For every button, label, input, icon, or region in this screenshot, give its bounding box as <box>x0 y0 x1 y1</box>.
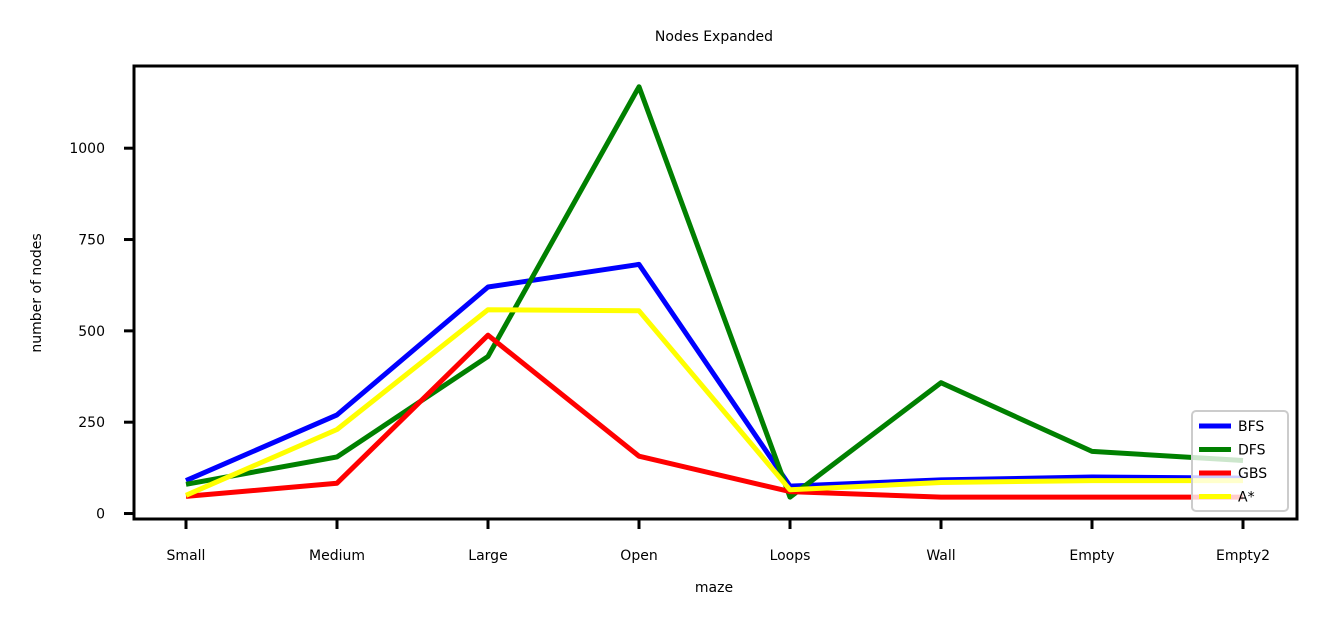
series-line-astar <box>185 307 1243 498</box>
y-tick-label: 1000 <box>69 141 105 157</box>
x-axis: Small Medium Large Open Loops Wall Empty Empty2 <box>167 519 1270 564</box>
x-tick-label: Large <box>468 548 507 564</box>
series-line-gbs <box>185 332 1243 500</box>
y-tick-label: 750 <box>78 233 105 249</box>
x-tick-label: Empty2 <box>1216 548 1270 564</box>
legend-box <box>1191 410 1289 512</box>
y-tick-label: 500 <box>78 324 105 340</box>
legend: BFS DFS GBS A* <box>1191 410 1289 512</box>
series-line-bfs <box>185 261 1244 489</box>
x-tick-label: Small <box>167 548 206 564</box>
legend-label: A* <box>1238 490 1255 506</box>
x-tick-label: Medium <box>309 548 365 564</box>
y-tick-label: 0 <box>96 507 105 523</box>
plot-frame <box>132 64 1299 521</box>
chart-title: Nodes Expanded <box>655 29 773 45</box>
series-layer <box>185 84 1244 500</box>
x-tick-label: Wall <box>926 548 955 564</box>
legend-label: BFS <box>1238 419 1264 435</box>
x-tick-label: Open <box>620 548 657 564</box>
x-axis-label: maze <box>695 580 733 596</box>
y-axis: 0 250 500 750 1000 <box>69 141 134 523</box>
x-tick-label: Empty <box>1069 548 1114 564</box>
legend-label: DFS <box>1238 443 1266 459</box>
series-line-dfs <box>185 84 1244 500</box>
legend-label: GBS <box>1238 466 1267 482</box>
y-axis-label: number of nodes <box>29 233 45 352</box>
y-tick-label: 250 <box>78 415 105 431</box>
x-tick-label: Loops <box>770 548 811 564</box>
